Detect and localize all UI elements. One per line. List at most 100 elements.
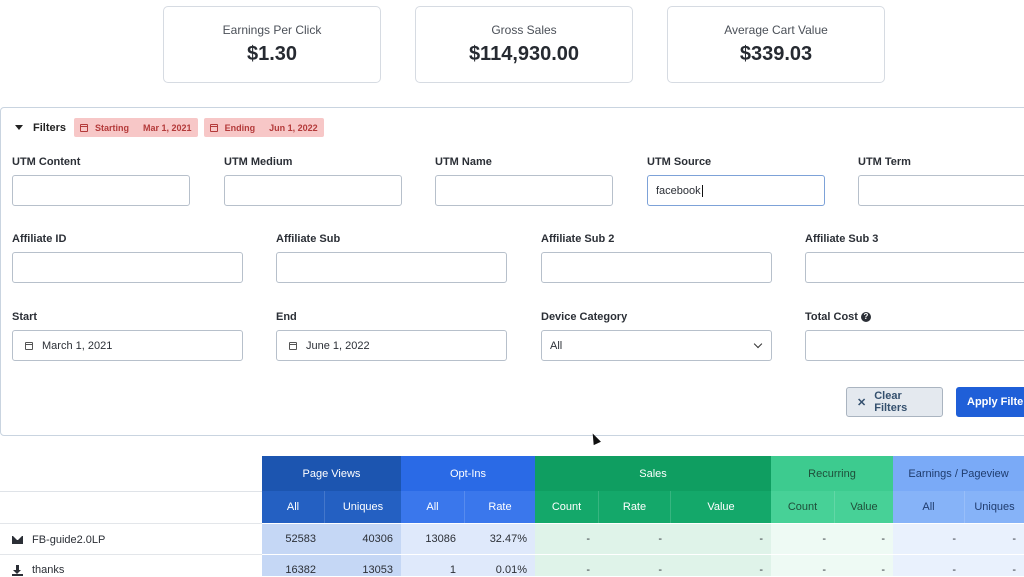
row-divider: [0, 554, 262, 555]
table-cell: -: [964, 555, 1024, 577]
table-header-divider: [0, 491, 262, 492]
table-cell: 0.01%: [464, 555, 535, 577]
clear-filters-label: Clear Filters: [874, 390, 908, 414]
filters-header[interactable]: Filters Starting Mar 1, 2021 Ending Jun …: [15, 118, 330, 137]
row-name: thanks: [32, 564, 65, 576]
table-cell: 52583: [262, 524, 324, 555]
affiliate-sub2-input[interactable]: [541, 252, 772, 283]
utm-source-input[interactable]: facebook: [647, 175, 825, 206]
table-cell: -: [598, 555, 670, 577]
column-header[interactable]: Value: [670, 491, 771, 523]
column-group-header[interactable]: Page Views: [262, 456, 401, 491]
table-cell: 13086: [401, 524, 464, 555]
utm-name-input[interactable]: [435, 175, 613, 206]
stat-label: Gross Sales: [491, 23, 557, 37]
stat-value: $339.03: [739, 43, 813, 65]
column-group-header[interactable]: Opt-Ins: [401, 456, 535, 491]
column-header[interactable]: Uniques: [964, 491, 1024, 523]
starting-date-badge[interactable]: Starting Mar 1, 2021: [74, 118, 198, 137]
utm-term-label: UTM Term: [858, 156, 911, 168]
ending-label: Ending: [224, 122, 256, 133]
table-cell: -: [771, 555, 834, 577]
start-date-value: March 1, 2021: [42, 339, 113, 352]
starting-label: Starting: [95, 122, 130, 133]
utm-medium-label: UTM Medium: [224, 156, 293, 168]
column-group-header[interactable]: Sales: [535, 456, 771, 491]
stat-label: Average Cart Value: [724, 23, 828, 37]
chevron-down-icon: [753, 339, 763, 349]
stat-label: Earnings Per Click: [222, 23, 322, 37]
column-group-header[interactable]: Earnings / Pageview: [893, 456, 1024, 491]
stat-card-gross-sales: Gross Sales $114,930.00: [415, 6, 633, 83]
column-header[interactable]: Value: [834, 491, 893, 523]
end-date-input[interactable]: June 1, 2022: [276, 330, 507, 361]
stat-card-average-cart-value: Average Cart Value $339.03: [667, 6, 885, 83]
text-cursor: [701, 184, 703, 197]
apply-filter-button[interactable]: Apply Filter: [956, 387, 1024, 417]
clear-filters-button[interactable]: ✕ Clear Filters: [846, 387, 943, 417]
table-cell: -: [964, 524, 1024, 555]
table-cell: 16382: [262, 555, 324, 577]
table-row-label[interactable]: FB-guide2.0LP: [12, 524, 105, 555]
table-cell: -: [670, 524, 771, 555]
utm-medium-input[interactable]: [224, 175, 402, 206]
affiliate-sub-input[interactable]: [276, 252, 507, 283]
column-header[interactable]: Rate: [464, 491, 535, 523]
column-header[interactable]: All: [893, 491, 964, 523]
table-cell: 32.47%: [464, 524, 535, 555]
table-cell: 1: [401, 555, 464, 577]
affiliate-sub3-input[interactable]: [805, 252, 1024, 283]
start-date-input[interactable]: March 1, 2021: [12, 330, 243, 361]
table-cell: -: [893, 555, 964, 577]
column-header[interactable]: Uniques: [324, 491, 401, 523]
table-cell: -: [535, 555, 598, 577]
stat-value: $1.30: [246, 43, 298, 65]
utm-content-label: UTM Content: [12, 156, 81, 168]
device-category-select[interactable]: All: [541, 330, 772, 361]
utm-source-value: facebook: [656, 184, 701, 197]
utm-source-label: UTM Source: [647, 156, 712, 168]
column-header[interactable]: Rate: [598, 491, 670, 523]
device-category-value: All: [550, 339, 563, 352]
utm-term-input[interactable]: [858, 175, 1024, 206]
starting-value: Mar 1, 2021: [143, 122, 192, 133]
envelope-icon: [12, 535, 23, 544]
table-row-label[interactable]: thanks: [12, 555, 64, 577]
row-name: FB-guide2.0LP: [32, 533, 106, 546]
close-icon: ✕: [857, 396, 867, 409]
stat-card-earnings-per-click: Earnings Per Click $1.30: [163, 6, 381, 83]
total-cost-label-text: Total Cost: [805, 311, 858, 323]
utm-content-input[interactable]: [12, 175, 190, 206]
affiliate-sub-label: Affiliate Sub: [276, 233, 341, 245]
table-cell: -: [598, 524, 670, 555]
end-label: End: [276, 311, 297, 323]
column-header[interactable]: All: [262, 491, 324, 523]
filters-title[interactable]: Filters: [33, 121, 67, 134]
calendar-icon: [209, 123, 218, 132]
column-header[interactable]: Count: [535, 491, 598, 523]
calendar-icon: [80, 123, 89, 132]
affiliate-sub2-label: Affiliate Sub 2: [541, 233, 615, 245]
ending-value: Jun 1, 2022: [269, 122, 318, 133]
start-label: Start: [12, 311, 38, 323]
calendar-icon: [289, 341, 297, 350]
download-icon: [12, 564, 23, 576]
affiliate-id-input[interactable]: [12, 252, 243, 283]
help-icon[interactable]: ?: [860, 311, 871, 322]
column-header[interactable]: Count: [771, 491, 834, 523]
ending-date-badge[interactable]: Ending Jun 1, 2022: [203, 118, 324, 137]
table-cell: -: [771, 524, 834, 555]
caret-down-icon[interactable]: [15, 125, 23, 130]
calendar-icon: [25, 341, 33, 350]
total-cost-label: Total Cost?: [805, 311, 871, 323]
affiliate-sub3-label: Affiliate Sub 3: [805, 233, 879, 245]
total-cost-input[interactable]: [805, 330, 1024, 361]
apply-filter-label: Apply Filter: [967, 396, 1024, 408]
affiliate-id-label: Affiliate ID: [12, 233, 67, 245]
column-group-header[interactable]: Recurring: [771, 456, 893, 491]
end-date-value: June 1, 2022: [306, 339, 370, 352]
utm-name-label: UTM Name: [435, 156, 492, 168]
table-cell: -: [670, 555, 771, 577]
column-header[interactable]: All: [401, 491, 464, 523]
device-category-label: Device Category: [541, 311, 628, 323]
